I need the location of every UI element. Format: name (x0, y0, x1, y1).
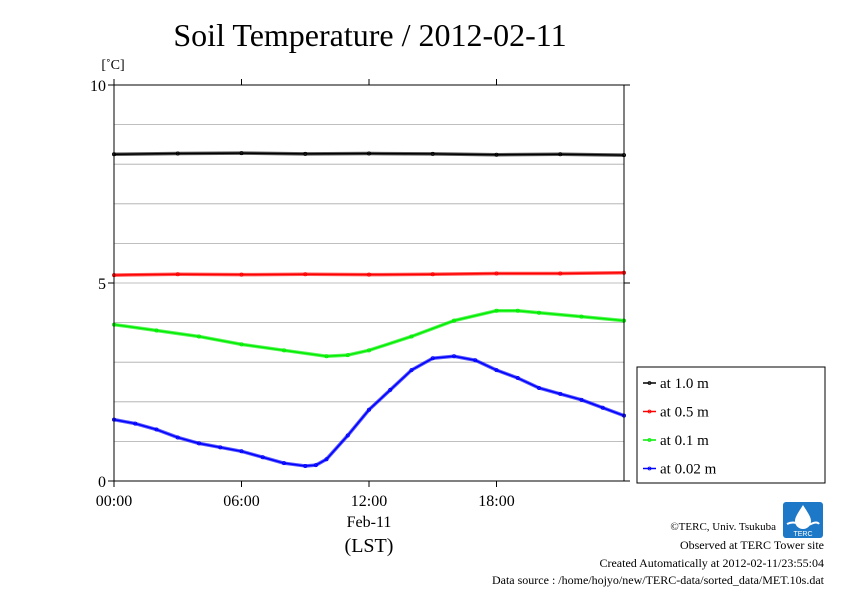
series-3-point-24 (600, 405, 605, 410)
footer-observed: Observed at TERC Tower site (679, 538, 824, 552)
series-2-point-9 (451, 318, 456, 323)
series-0-point-6 (494, 152, 499, 157)
x-tick-label-2: 12:00 (351, 493, 387, 510)
y-tick-label-1: 5 (98, 276, 106, 293)
series-0-point-5 (430, 151, 435, 156)
series-2-point-7 (366, 348, 371, 353)
series-3-point-12 (345, 433, 350, 438)
terc-logo: TERC (783, 502, 823, 538)
legend-marker-2 (647, 438, 652, 442)
series-2-point-6 (345, 353, 350, 358)
series-3-point-15 (409, 368, 414, 373)
series-3-point-21 (537, 385, 542, 390)
footer-copyright: ©TERC, Univ. Tsukuba (670, 521, 776, 533)
series-0-point-7 (558, 152, 563, 157)
series-3-point-16 (430, 356, 435, 361)
footer-created: Created Automatically at 2012-02-11/23:5… (599, 556, 824, 570)
series-2-point-4 (281, 348, 286, 353)
legend-label-1: at 0.5 m (660, 405, 709, 421)
x-axis-date: Feb-11 (347, 514, 392, 531)
series-2-point-1 (154, 328, 159, 333)
series-2-point-2 (196, 334, 201, 339)
series-3-point-20 (515, 376, 520, 381)
legend-label-0: at 1.0 m (660, 376, 709, 392)
series-0-point-4 (366, 151, 371, 156)
series-1-point-6 (494, 271, 499, 276)
chart-title: Soil Temperature / 2012-02-11 (173, 17, 566, 53)
series-3-point-1 (133, 421, 138, 426)
series-3-point-5 (218, 445, 223, 450)
y-tick-label-0: 0 (98, 474, 106, 491)
series-2-point-13 (579, 314, 584, 319)
series-2-point-10 (494, 308, 499, 313)
series-1-point-7 (558, 271, 563, 276)
series-3-point-4 (196, 441, 201, 446)
series-3-point-9 (303, 463, 308, 468)
series-line-2 (113, 309, 625, 358)
x-tick-label-3: 18:00 (478, 493, 514, 510)
series-2-point-11 (515, 308, 520, 313)
series-3-point-23 (579, 397, 584, 402)
series-3-point-2 (154, 427, 159, 432)
series-layer (112, 151, 627, 468)
legend-label-3: at 0.02 m (660, 462, 717, 478)
y-tick-label-2: 10 (90, 78, 106, 95)
y-axis-label: [˚C] (101, 58, 124, 73)
series-3-point-19 (494, 368, 499, 373)
series-2-point-5 (324, 354, 329, 359)
series-3-point-18 (473, 358, 478, 363)
y-ticks: 0 5 10 (90, 78, 630, 491)
series-2-point-8 (409, 334, 414, 339)
grid-lines (114, 124, 624, 442)
series-3-point-7 (260, 455, 265, 460)
series-1-point-2 (239, 272, 244, 277)
series-3-point-10 (313, 463, 318, 468)
series-0-point-2 (239, 151, 244, 156)
legend-marker-1 (647, 409, 652, 414)
series-2-point-3 (239, 342, 244, 347)
series-3-point-17 (451, 354, 456, 359)
legend-box (636, 366, 826, 484)
legend: at 1.0 m at 0.5 m at 0.1 m at 0.02 m (636, 366, 826, 484)
x-ticks: 00:00 06:00 12:00 18:00 (96, 79, 515, 510)
footer-source: Data source : /home/hojyo/new/TERC-data/… (491, 573, 824, 587)
series-1-point-3 (303, 272, 308, 277)
series-3-point-8 (281, 461, 286, 466)
x-axis-label: (LST) (345, 535, 394, 557)
series-line-1 (113, 271, 625, 276)
series-3-point-11 (324, 457, 329, 462)
series-1-point-5 (430, 272, 435, 277)
series-line-3 (113, 355, 625, 467)
legend-marker-3 (647, 466, 652, 471)
x-tick-label-1: 06:00 (223, 493, 259, 510)
series-line-0 (113, 152, 625, 156)
series-3-point-6 (239, 449, 244, 454)
x-tick-label-0: 00:00 (96, 493, 132, 510)
series-band-2 (112, 308, 626, 359)
series-3-point-3 (175, 435, 180, 440)
logo-text: TERC (793, 531, 812, 538)
series-1-point-4 (366, 272, 371, 277)
series-0-point-3 (303, 151, 308, 156)
series-3-point-22 (558, 391, 563, 396)
series-3-point-13 (366, 407, 371, 412)
series-1-point-1 (175, 272, 180, 277)
series-0-point-1 (175, 151, 180, 156)
legend-marker-0 (647, 381, 652, 385)
series-2-point-12 (537, 310, 542, 315)
series-3-point-14 (388, 387, 393, 392)
legend-label-2: at 0.1 m (660, 433, 709, 449)
